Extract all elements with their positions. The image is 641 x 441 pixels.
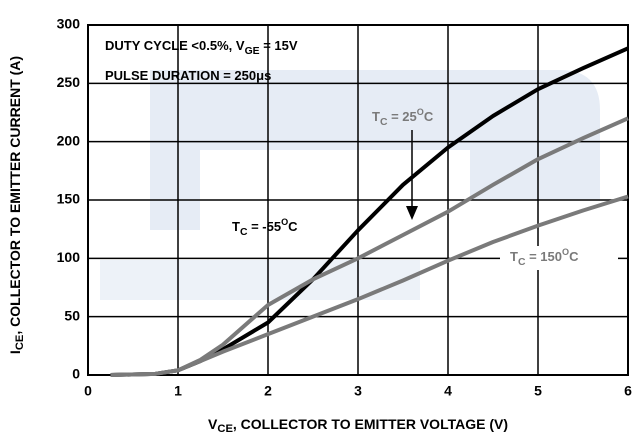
text-part: C — [424, 109, 434, 124]
text-part: V — [208, 416, 218, 432]
text-part: I — [7, 350, 23, 354]
y-tick-label: 150 — [57, 191, 81, 207]
x-tick-label: 0 — [84, 383, 92, 399]
text-part: C — [240, 227, 248, 238]
text-part: , COLLECTOR TO EMITTER CURRENT (A) — [7, 56, 23, 335]
x-tick-label: 2 — [264, 383, 272, 399]
x-axis-label: VCE, COLLECTOR TO EMITTER VOLTAGE (V) — [208, 416, 508, 435]
text-part: DUTY CYCLE <0.5%, V — [105, 38, 245, 53]
annotation: PULSE DURATION = 250μs — [105, 68, 271, 83]
text-part: s — [264, 68, 271, 83]
text-part: = -55 — [247, 219, 281, 234]
text-part: C — [569, 249, 579, 264]
y-tick-label: 200 — [57, 132, 81, 148]
text-part: , COLLECTOR TO EMITTER VOLTAGE (V) — [233, 416, 508, 432]
text-part: T — [232, 219, 240, 234]
y-tick-label: 300 — [57, 16, 81, 32]
text-part: O — [562, 247, 569, 257]
annotation: DUTY CYCLE <0.5%, VGE = 15V — [105, 38, 298, 56]
y-tick-label: 250 — [57, 74, 81, 90]
arrow-head — [406, 206, 418, 220]
text-part: CE — [217, 423, 233, 435]
text-part: O — [417, 107, 424, 117]
text-part: T — [510, 249, 518, 264]
series-label: TC = 25OC — [372, 107, 434, 127]
text-part: C — [288, 219, 298, 234]
y-tick-label: 0 — [72, 366, 80, 382]
y-axis-label: ICE, COLLECTOR TO EMITTER CURRENT (A) — [7, 56, 26, 354]
x-tick-label: 4 — [444, 383, 452, 399]
text-part: C — [518, 257, 526, 268]
series-label: TC = 150OC — [510, 247, 579, 267]
text-part: GE — [245, 46, 260, 57]
x-tick-label: 5 — [534, 383, 542, 399]
series-label: TC = -55OC — [232, 217, 298, 237]
text-part: C — [380, 117, 388, 128]
text-part: CE — [14, 334, 26, 350]
text-part: = 15V — [260, 38, 298, 53]
text-part: PULSE DURATION = 250 — [105, 68, 256, 83]
x-tick-label: 1 — [174, 383, 182, 399]
x-tick-label: 6 — [624, 383, 632, 399]
label-background — [500, 246, 618, 270]
text-part: T — [372, 109, 380, 124]
y-tick-label: 50 — [64, 307, 80, 323]
text-part: O — [281, 217, 288, 227]
watermark-shape — [100, 260, 420, 300]
x-tick-label: 3 — [354, 383, 362, 399]
text-part: = 25 — [387, 109, 416, 124]
text-part: μ — [256, 68, 264, 83]
y-tick-label: 100 — [57, 249, 81, 265]
plot-frame — [87, 24, 629, 376]
series-line — [110, 194, 629, 377]
text-part: = 150 — [525, 249, 562, 264]
